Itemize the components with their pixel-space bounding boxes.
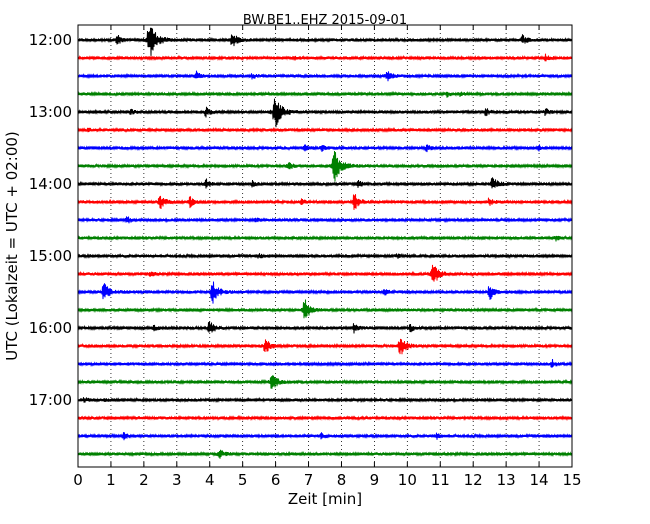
y-tick-label: 13:00 [29,103,72,121]
trace-line [77,194,573,210]
y-tick-label: 15:00 [29,247,72,265]
trace-line [77,359,573,368]
trace-line [77,299,573,319]
trace-line [77,281,573,304]
x-tick-label: 11 [431,471,450,489]
trace-line [77,321,573,334]
trace-line [77,144,573,153]
plot-frame [77,24,573,468]
trace-line [77,98,573,128]
trace-line [77,90,573,98]
x-tick-label: 10 [398,471,417,489]
y-tick-label: 16:00 [29,319,72,337]
trace-line [77,252,573,260]
x-tick-label: 12 [464,471,483,489]
trace-line [77,177,573,189]
x-tick-label: 13 [497,471,516,489]
trace-line [77,432,573,441]
x-tick-label: 2 [139,471,149,489]
x-tick-label: 7 [304,471,314,489]
y-axis: 12:00 13:00 14:00 15:00 16:00 17:00 [29,31,83,409]
trace-line [77,375,573,389]
trace-line [77,150,573,182]
trace-line [77,338,573,355]
trace-line [77,414,573,422]
trace-line [77,27,573,56]
x-tick-label: 15 [562,471,581,489]
trace-layer [77,27,573,459]
trace-line [77,264,573,282]
y-tick-label: 14:00 [29,175,72,193]
y-axis-label: UTC (Lokalzeit = UTC + 02:00) [3,131,21,361]
y-tick-label: 12:00 [29,31,72,49]
x-tick-label: 8 [337,471,347,489]
grid-layer [110,25,540,467]
x-tick-label: 5 [238,471,248,489]
x-tick-label: 0 [73,471,83,489]
x-axis: 0 1 2 3 4 5 6 7 8 9 10 11 12 13 14 15 [73,25,582,489]
trace-line [77,449,573,459]
x-tick-label: 4 [205,471,215,489]
x-tick-label: 14 [530,471,549,489]
trace-line [77,216,573,224]
y-tick-label: 17:00 [29,391,72,409]
trace-line [77,126,573,134]
x-tick-label: 6 [271,471,281,489]
trace-line [77,70,573,82]
trace-line [77,234,573,242]
x-tick-label: 1 [106,471,116,489]
x-tick-label: 3 [172,471,182,489]
trace-line [77,53,573,62]
x-axis-label: Zeit [min] [288,490,362,508]
trace-line [77,396,573,404]
chart-title: BW.BE1..EHZ 2015-09-01 [243,13,407,28]
x-tick-label: 9 [370,471,380,489]
